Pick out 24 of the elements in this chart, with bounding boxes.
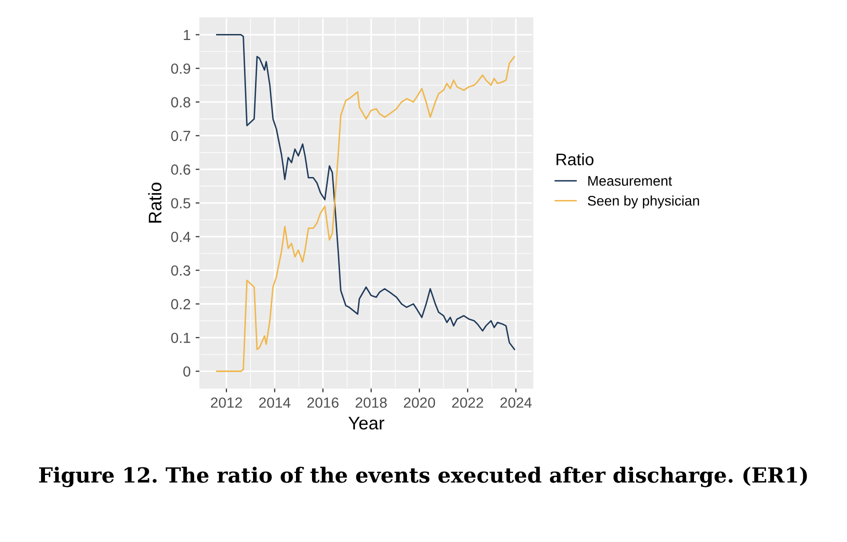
y-tick-label: 0.8 (171, 97, 190, 108)
y-tick-label: 0.1 (171, 332, 190, 344)
y-tick-label: 0.5 (171, 198, 190, 208)
x-tick-label: 2018 (356, 397, 387, 408)
x-tick-label: 2024 (500, 397, 532, 408)
x-tick-label: 2012 (210, 397, 242, 408)
y-tick-label: 0.4 (171, 232, 190, 242)
text: Figure 12. The ratio of the events executed after discharge. (ER1) (39, 466, 807, 488)
legend-label: Seen by physician (588, 195, 700, 208)
legend-label: Measurement (588, 176, 672, 186)
y-tick-label: 0.2 (171, 299, 190, 310)
y-tick-label: 0.9 (171, 63, 190, 74)
x-tick-label: 2016 (307, 397, 338, 408)
legend-title: Ratio (556, 153, 594, 166)
x-tick-label: 2022 (452, 397, 484, 408)
y-tick-label: 1 (184, 30, 190, 40)
y-tick-label: 0.6 (171, 164, 190, 175)
x-tick-label: 2014 (259, 397, 290, 408)
x-axis-title: Year (348, 416, 384, 430)
y-tick-label: 0.3 (171, 265, 190, 276)
y-tick-label: 0.7 (171, 130, 190, 142)
x-tick-label: 2020 (404, 397, 436, 408)
y-tick-label: 0 (183, 366, 190, 377)
y-axis-title: Ratio (148, 182, 162, 223)
